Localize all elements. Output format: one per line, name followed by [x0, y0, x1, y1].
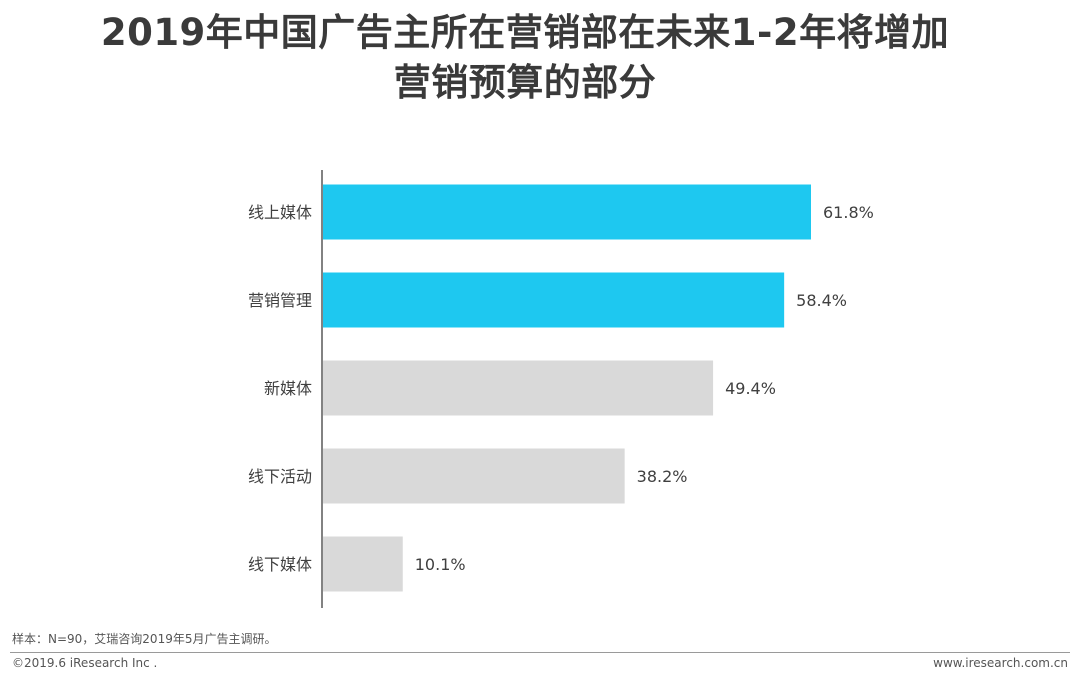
category-label: 线下媒体	[248, 555, 312, 574]
chart-title-line-1: 2019年中国广告主所在营销部在未来1-2年将增加	[100, 11, 950, 54]
value-label: 58.4%	[796, 291, 847, 310]
category-label: 线上媒体	[248, 203, 312, 222]
bar	[323, 448, 625, 504]
value-label: 49.4%	[725, 379, 776, 398]
bar	[323, 360, 714, 416]
copyright-text: ©2019.6 iResearch Inc .	[12, 656, 158, 670]
website-link[interactable]: www.iresearch.com.cn	[933, 656, 1068, 670]
chart-title: 2019年中国广告主所在营销部在未来1-2年将增加 营销预算的部分	[0, 8, 1050, 108]
bar	[323, 184, 811, 240]
value-label: 10.1%	[415, 555, 466, 574]
bar-chart: 线上媒体 61.8% 营销管理 58.4% 新媒体 49.4% 线下活动 38.2% 线下媒体 1…	[248, 170, 874, 608]
sample-note: 样本：N=90，艾瑞咨询2019年5月广告主调研。	[12, 632, 277, 646]
category-label: 新媒体	[264, 379, 312, 398]
category-label: 线下活动	[248, 467, 312, 486]
footer-divider	[10, 652, 1070, 653]
value-label: 38.2%	[637, 467, 688, 486]
category-label: 营销管理	[248, 291, 312, 310]
bar	[323, 536, 403, 592]
value-label: 61.8%	[823, 203, 874, 222]
chart-title-line-2: 营销预算的部分	[393, 61, 657, 104]
bar	[323, 272, 785, 328]
